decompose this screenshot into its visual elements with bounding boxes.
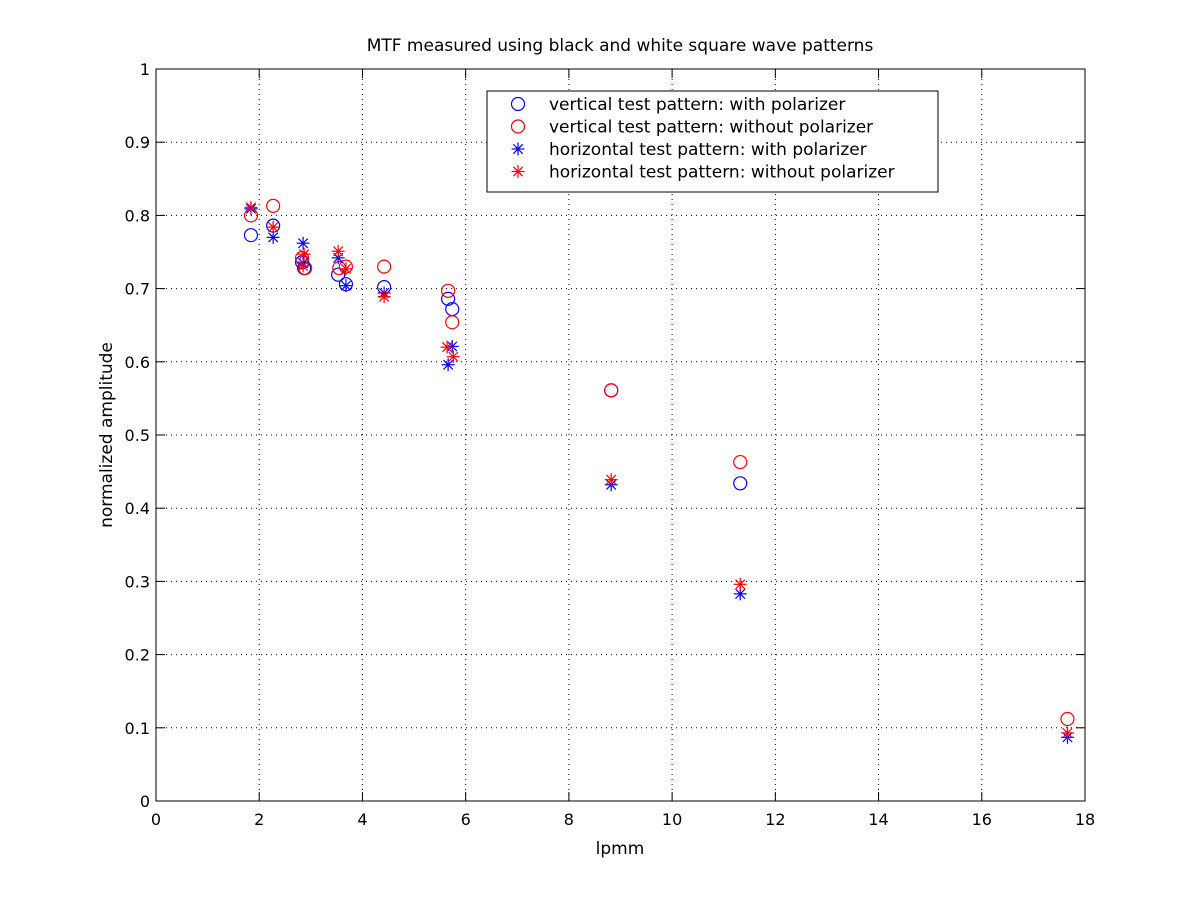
data-point-series-4 [266,220,280,234]
data-point-series-1 [733,476,748,491]
legend: vertical test pattern: with polarizer ver… [486,90,939,193]
y-tick-label: 0.2 [125,646,150,665]
chart-title: MTF measured using black and white squar… [367,36,874,56]
y-tick-label: 0.3 [125,572,150,591]
y-tick-label: 0.4 [125,499,150,518]
x-tick-label: 8 [564,810,574,829]
y-tick-label: 0.5 [125,426,150,445]
data-point-series-2 [604,383,619,398]
legend-label-4: horizontal test pattern: without polariz… [549,163,895,183]
data-point-series-2 [1060,711,1075,727]
y-tick-label: 0.9 [125,133,150,152]
y-tick-label: 0.6 [125,353,150,372]
legend-label-1: vertical test pattern: with polarizer [549,95,845,115]
data-point-series-2 [377,259,392,274]
data-point-series-3 [339,279,353,293]
legend-label-3: horizontal test pattern: with polarizer [549,140,867,160]
data-point-series-2 [441,283,456,298]
data-point-series-2 [733,454,748,470]
legend-box [486,90,939,193]
data-point-series-4 [604,473,618,487]
x-tick-label: 6 [461,810,471,829]
legend-marker-1 [510,96,526,112]
legend-marker-4 [511,165,525,178]
legend-label-2: vertical test pattern: without polarizer [549,118,873,138]
data-point-series-4 [296,259,310,273]
legend-marker-3 [511,142,525,156]
data-point-series-4 [440,340,454,354]
x-tick-label: 16 [972,810,992,829]
data-points [243,198,1075,744]
y-tick-label: 0.1 [125,719,150,738]
y-tick-label: 0 [140,792,150,811]
data-point-series-3 [441,358,455,372]
data-point-series-2 [445,315,460,330]
y-tick-label: 0.8 [125,206,150,225]
grid [156,69,1085,801]
x-tick-label: 18 [1075,810,1095,829]
data-point-series-4 [733,577,747,591]
data-point-series-4 [297,247,311,261]
data-point-series-1 [331,267,346,282]
x-tick-label: 12 [765,810,785,829]
y-tick-label: 1 [140,60,150,79]
data-point-series-4 [331,244,345,258]
x-tick-label: 10 [662,810,682,829]
legend-marker-2 [510,119,526,134]
x-axis-label: lpmm [596,839,645,859]
x-tick-label: 4 [357,810,367,829]
data-point-series-3 [296,236,310,250]
x-tick-label: 14 [868,810,888,829]
y-axis-label: normalized amplitude [97,342,117,528]
data-point-series-1 [441,291,456,306]
x-tick-label: 2 [254,810,264,829]
x-tick-label: 0 [151,810,161,829]
y-tick-label: 0.7 [125,280,150,299]
data-point-series-4 [446,350,460,364]
data-point-series-4 [1060,726,1074,740]
data-point-series-4 [339,262,353,276]
data-point-series-4 [244,200,258,214]
data-point-series-2 [266,198,281,213]
data-point-series-1 [243,228,259,243]
data-point-series-4 [377,290,391,304]
axis-ticks: 0 2 4 6 8 10 12 14 16 18 0 0.1 0.2 0.3 0.4 0.5 0.6 0.7 0.8… [125,60,1096,829]
